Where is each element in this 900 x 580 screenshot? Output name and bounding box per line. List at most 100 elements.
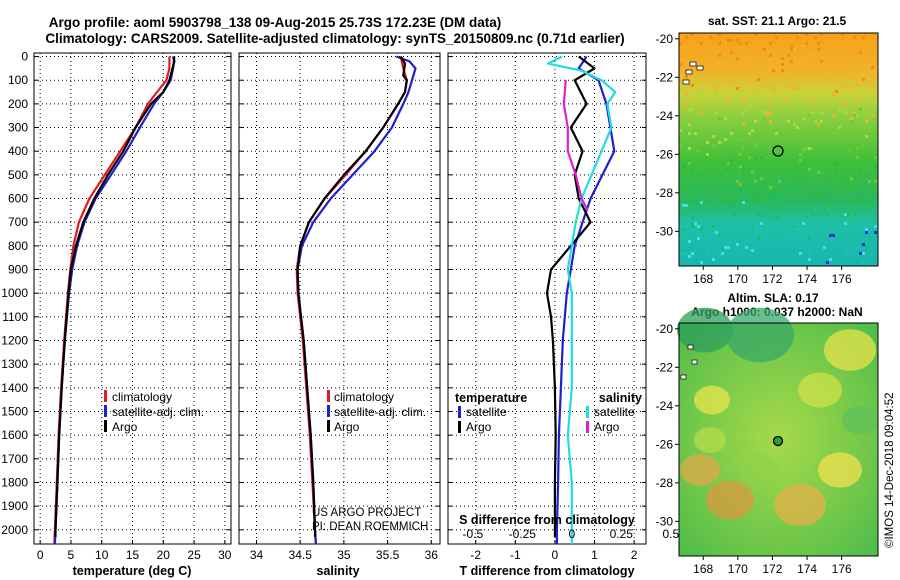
sst-pixel: [823, 210, 826, 213]
sst-pixel: [688, 108, 691, 111]
sst-pixel: [700, 189, 703, 192]
sst-pixel: [826, 213, 829, 216]
sla-map-frame: [678, 322, 879, 557]
depth-tick-label: 1900: [1, 499, 28, 513]
sst-pixel: [757, 213, 760, 216]
sst-pixel: [688, 147, 691, 150]
sst-map-frame: [678, 32, 879, 267]
sst-pixel: [751, 171, 754, 174]
depth-tick-label: 100: [8, 73, 28, 87]
figure-title: Argo profile: aoml 5903798_138 09-Aug-20…: [49, 15, 501, 30]
sst-pixel: [775, 180, 778, 183]
sst-pixel: [796, 177, 799, 180]
sst-pixel: [760, 177, 763, 180]
lat-tick-label: -30: [656, 514, 674, 528]
sst-pixel: [793, 102, 796, 105]
sst-pixel: [838, 126, 841, 129]
sst-pixel: [739, 129, 742, 132]
legend-swatch-climatology: [104, 390, 107, 402]
sst-pixel: [820, 111, 823, 114]
legend-t-satellite: satellite: [466, 405, 507, 419]
legend-salinity-title: salinity: [599, 391, 642, 405]
sst-pixel: [835, 162, 838, 165]
legend-climatology: climatology: [112, 390, 172, 404]
sst-pixel: [865, 231, 868, 234]
sst-pixel: [763, 84, 766, 87]
sst-pixel: [754, 231, 757, 234]
depth-tick-label: 300: [8, 121, 28, 135]
sst-pixel: [679, 42, 682, 45]
island: [687, 344, 694, 350]
sst-pixel: [727, 99, 730, 102]
sst-pixel: [694, 141, 697, 144]
sst-pixel: [847, 252, 850, 255]
sst-pixel: [709, 132, 712, 135]
sst-pixel: [820, 120, 823, 123]
sst-pixel: [868, 180, 871, 183]
series-line-climatology: [53, 56, 171, 545]
sst-pixel: [856, 156, 859, 159]
sst-pixel: [679, 168, 682, 171]
sst-pixel: [769, 195, 772, 198]
sst-pixel: [769, 111, 772, 114]
island: [696, 65, 704, 71]
sst-pixel: [853, 177, 856, 180]
sst-pixel: [697, 237, 700, 240]
sst-pixel: [847, 183, 850, 186]
sst-pixel: [799, 93, 802, 96]
imos-credit: ©IMOS 14-Dec-2018 09:04:52: [884, 392, 896, 548]
sst-pixel: [745, 186, 748, 189]
depth-tick-label: 1000: [1, 286, 28, 300]
sst-pixel: [748, 57, 751, 60]
sst-pixel: [775, 36, 778, 39]
sst-pixel: [856, 246, 859, 249]
x-tick-label: 35: [337, 548, 351, 562]
sst-pixel: [808, 114, 811, 117]
project-note: US ARGO PROJECT: [312, 507, 421, 519]
sst-pixel: [835, 168, 838, 171]
sst-pixel: [679, 63, 682, 66]
sst-pixel: [727, 246, 730, 249]
sst-pixel: [811, 111, 814, 114]
sst-pixel: [862, 69, 865, 72]
sst-map-label: sat. SST: 21.1 Argo: 21.5: [708, 14, 847, 28]
sst-pixel: [736, 57, 739, 60]
sst-pixel: [826, 261, 829, 264]
sst-pixel: [769, 69, 772, 72]
sst-pixel: [742, 201, 745, 204]
sst-pixel: [772, 87, 775, 90]
sst-pixel: [865, 120, 868, 123]
argo-position-marker-sla: [772, 435, 784, 447]
sst-pixel: [739, 183, 742, 186]
sst-pixel: [760, 216, 763, 219]
sst-pixel: [712, 225, 715, 228]
depth-tick-label: 1800: [1, 476, 28, 490]
sst-pixel: [685, 36, 688, 39]
sst-pixel: [739, 189, 742, 192]
depth-tick-label: 1400: [1, 381, 28, 395]
sst-pixel: [769, 198, 772, 201]
sst-pixel: [772, 90, 775, 93]
sst-pixel: [724, 42, 727, 45]
sst-pixel: [850, 117, 853, 120]
sst-pixel: [871, 114, 874, 117]
sst-pixel: [682, 132, 685, 135]
sst-pixel: [853, 36, 856, 39]
lon-tick-label: 168: [693, 562, 713, 576]
sst-pixel: [754, 180, 757, 183]
sst-pixel: [730, 51, 733, 54]
sst-pixel: [727, 75, 730, 78]
sst-pixel: [679, 132, 682, 135]
sst-pixel: [715, 87, 718, 90]
sst-pixel: [769, 102, 772, 105]
sst-pixel: [688, 123, 691, 126]
sst-pixel: [856, 81, 859, 84]
sst-pixel: [754, 156, 757, 159]
sst-pixel: [799, 159, 802, 162]
legend-swatch-t-satellite: [458, 406, 461, 418]
sst-pixel: [715, 207, 718, 210]
sst-pixel: [775, 186, 778, 189]
x-tick-label: 0: [37, 548, 44, 562]
sst-pixel: [697, 102, 700, 105]
sst-pixel: [769, 120, 772, 123]
